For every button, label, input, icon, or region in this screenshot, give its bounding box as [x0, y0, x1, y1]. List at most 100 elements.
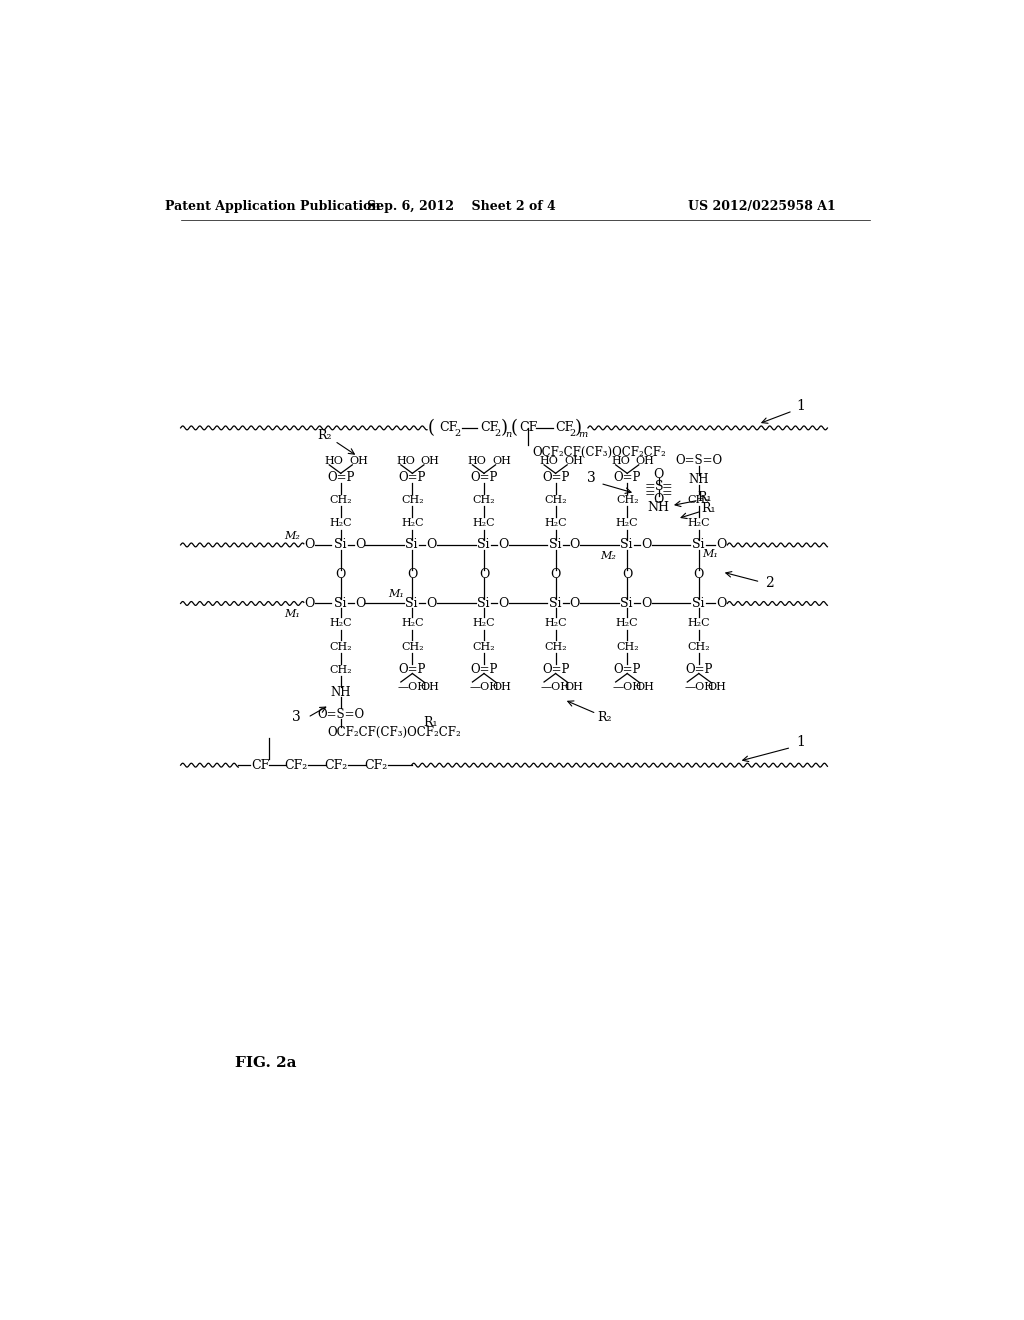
Text: 2: 2 — [569, 429, 575, 438]
Text: H₂C: H₂C — [687, 519, 710, 528]
Text: O=P: O=P — [542, 471, 569, 483]
Text: CH₂: CH₂ — [687, 642, 710, 652]
Text: OH: OH — [349, 455, 368, 466]
Text: NH: NH — [648, 500, 670, 513]
Text: n: n — [506, 430, 512, 440]
Text: CH₂: CH₂ — [401, 495, 424, 506]
Text: O: O — [569, 597, 580, 610]
Text: H₂C: H₂C — [615, 619, 639, 628]
Text: O: O — [641, 597, 651, 610]
Text: O=P: O=P — [542, 663, 569, 676]
Text: NH: NH — [688, 473, 709, 486]
Text: OH: OH — [708, 681, 726, 692]
Text: m: m — [579, 430, 588, 440]
Text: CH₂: CH₂ — [330, 495, 352, 506]
Text: OCF₂CF(CF₃)OCF₂CF₂: OCF₂CF(CF₃)OCF₂CF₂ — [327, 726, 461, 739]
Text: O: O — [479, 568, 489, 581]
Text: OH: OH — [493, 455, 511, 466]
Text: 1: 1 — [796, 400, 805, 413]
Text: S: S — [654, 480, 663, 492]
Text: CH₂: CH₂ — [545, 642, 567, 652]
Text: CH₂: CH₂ — [687, 495, 710, 506]
Text: H₂C: H₂C — [473, 619, 496, 628]
Text: Sep. 6, 2012    Sheet 2 of 4: Sep. 6, 2012 Sheet 2 of 4 — [368, 199, 556, 213]
Text: Si: Si — [692, 597, 705, 610]
Text: H₂C: H₂C — [615, 519, 639, 528]
Text: —OH: —OH — [541, 681, 571, 692]
Text: Si: Si — [477, 597, 489, 610]
Text: Si: Si — [621, 597, 633, 610]
Text: H₂C: H₂C — [473, 519, 496, 528]
Text: HO: HO — [611, 455, 630, 466]
Text: M₁: M₁ — [702, 549, 718, 560]
Text: ): ) — [501, 418, 508, 437]
Text: Si: Si — [477, 539, 489, 552]
Text: H₂C: H₂C — [401, 519, 424, 528]
Text: R₁: R₁ — [424, 717, 438, 730]
Text: OH: OH — [636, 681, 654, 692]
Text: HO: HO — [540, 455, 558, 466]
Text: CH₂: CH₂ — [615, 495, 639, 506]
Text: 1: 1 — [796, 735, 805, 748]
Text: Si: Si — [406, 597, 418, 610]
Text: CF₂: CF₂ — [325, 759, 348, 772]
Text: FIG. 2a: FIG. 2a — [234, 1056, 296, 1071]
Text: CF: CF — [439, 421, 458, 434]
Text: CH₂: CH₂ — [473, 642, 496, 652]
Text: O: O — [551, 568, 561, 581]
Text: O=P: O=P — [470, 663, 498, 676]
Text: —OH: —OH — [469, 681, 500, 692]
Text: HO: HO — [468, 455, 486, 466]
Text: CH₂: CH₂ — [545, 495, 567, 506]
Text: R₂: R₂ — [317, 429, 332, 442]
Text: (: ( — [427, 418, 434, 437]
Text: R₁: R₁ — [700, 502, 716, 515]
Text: O: O — [304, 597, 314, 610]
Text: O: O — [355, 597, 366, 610]
Text: M₂: M₂ — [285, 531, 300, 541]
Text: HO: HO — [325, 455, 343, 466]
Text: R₁: R₁ — [697, 491, 712, 504]
Text: CF₂: CF₂ — [365, 759, 388, 772]
Text: H₂C: H₂C — [687, 619, 710, 628]
Text: OH: OH — [564, 681, 583, 692]
Text: —OH: —OH — [684, 681, 714, 692]
Text: 3: 3 — [292, 710, 300, 725]
Text: O: O — [653, 467, 664, 480]
Text: O=P: O=P — [470, 471, 498, 483]
Text: ): ) — [574, 418, 582, 437]
Text: O: O — [641, 539, 651, 552]
Text: CF: CF — [555, 421, 573, 434]
Text: CH₂: CH₂ — [473, 495, 496, 506]
Text: OH: OH — [636, 455, 654, 466]
Text: O: O — [304, 539, 314, 552]
Text: O: O — [408, 568, 418, 581]
Text: Si: Si — [549, 539, 561, 552]
Text: H₂C: H₂C — [330, 519, 352, 528]
Text: O: O — [426, 539, 437, 552]
Text: R₂: R₂ — [597, 711, 611, 723]
Text: 2: 2 — [765, 577, 774, 590]
Text: CF₂: CF₂ — [285, 759, 308, 772]
Text: O: O — [693, 568, 705, 581]
Text: H₂C: H₂C — [330, 619, 352, 628]
Text: CH₂: CH₂ — [615, 642, 639, 652]
Text: OH: OH — [421, 681, 439, 692]
Text: =: = — [645, 480, 655, 492]
Text: Patent Application Publication: Patent Application Publication — [165, 199, 381, 213]
Text: OH: OH — [564, 455, 583, 466]
Text: O: O — [426, 597, 437, 610]
Text: NH: NH — [331, 686, 351, 700]
Text: O=P: O=P — [613, 663, 641, 676]
Text: Si: Si — [334, 539, 346, 552]
Text: O=P: O=P — [613, 471, 641, 483]
Text: O=P: O=P — [685, 663, 713, 676]
Text: O: O — [716, 597, 726, 610]
Text: O: O — [498, 597, 509, 610]
Text: =: = — [645, 487, 655, 500]
Text: O=P: O=P — [398, 471, 426, 483]
Text: Si: Si — [334, 597, 346, 610]
Text: Si: Si — [406, 539, 418, 552]
Text: =: = — [662, 487, 673, 500]
Text: CF: CF — [519, 421, 537, 434]
